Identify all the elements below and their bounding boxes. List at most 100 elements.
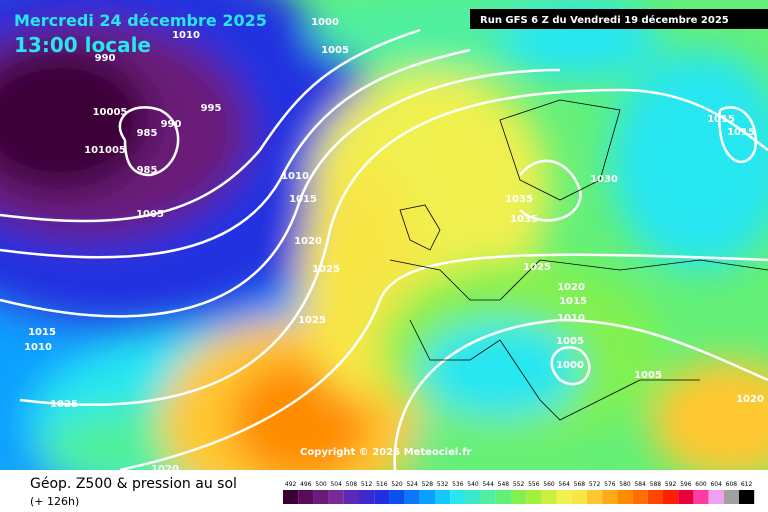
run-box <box>470 9 768 29</box>
legend-swatch <box>693 490 709 504</box>
isobar-label: 1020 <box>557 282 585 293</box>
legend-label: 552 <box>513 481 525 488</box>
legend-label: 548 <box>498 481 510 488</box>
isobar-label: 10005 <box>93 107 128 118</box>
forecast-date: Mercredi 24 décembre 2025 <box>14 11 267 30</box>
legend-swatch <box>632 490 648 504</box>
isobar-label: 985 <box>137 128 158 139</box>
isobar-label: 990 <box>161 119 182 130</box>
legend-swatch <box>343 490 359 504</box>
isobar-label: 985 <box>137 165 158 176</box>
legend-label: 532 <box>437 481 449 488</box>
run-info: Run GFS 6 Z du Vendredi 19 décembre 2025 <box>480 14 729 26</box>
legend-label: 500 <box>315 481 327 488</box>
legend-swatch <box>571 490 587 504</box>
legend-label: 600 <box>695 481 707 488</box>
isobar-label: 1035 <box>505 194 533 205</box>
isobar-label: 1010 <box>172 30 200 41</box>
isobar-label: 1025 <box>50 399 78 410</box>
isobar-label: 1000 <box>556 360 584 371</box>
isobar-label: 1025 <box>298 315 326 326</box>
legend-label: 584 <box>634 481 646 488</box>
legend-swatch <box>389 490 405 504</box>
legend-swatch <box>313 490 329 504</box>
legend-label: 520 <box>391 481 403 488</box>
legend-title: Géop. Z500 & pression au sol <box>30 476 237 492</box>
legend-label: 572 <box>589 481 601 488</box>
isobar-label: 1000 <box>311 17 339 28</box>
legend-swatch <box>328 490 344 504</box>
legend-swatch <box>647 490 663 504</box>
legend-label: 592 <box>665 481 677 488</box>
legend-swatch <box>556 490 572 504</box>
legend-label: 524 <box>406 481 418 488</box>
legend-label: 576 <box>604 481 616 488</box>
isobar-label: 1025 <box>523 262 551 273</box>
isobar-label: 1025 <box>312 264 340 275</box>
isobar-label: 1020 <box>736 394 764 405</box>
coastlines <box>389 99 768 421</box>
legend-scale: 492 496 500 504 508 512 516 520 524 528 532 536 540 5… <box>283 481 755 504</box>
legend-swatch <box>541 490 557 504</box>
legend-swatch <box>708 490 724 504</box>
legend-swatch <box>465 490 481 504</box>
legend-swatch <box>526 490 542 504</box>
legend-label: 604 <box>710 481 722 488</box>
legend-swatch <box>678 490 694 504</box>
isobar-label: 1020 <box>294 236 322 247</box>
legend-label: 568 <box>574 481 586 488</box>
isobar-label: 1010 <box>24 342 52 353</box>
isobar-label: 995 <box>201 103 222 114</box>
isobar-label: 1020 <box>151 464 179 475</box>
isobar-label: 1035 <box>510 214 538 225</box>
legend-label: 560 <box>543 481 555 488</box>
isobar-label: 1010 <box>557 313 585 324</box>
legend-label: 512 <box>361 481 373 488</box>
legend-label: 564 <box>558 481 570 488</box>
forecast-time: 13:00 locale <box>14 33 151 57</box>
legend-label: 508 <box>346 481 358 488</box>
legend-label: 528 <box>422 481 434 488</box>
legend-label: 516 <box>376 481 388 488</box>
isobar-label: 1015 <box>28 327 56 338</box>
legend-swatch <box>359 490 375 504</box>
legend-label: 612 <box>741 481 753 488</box>
isobar-label: 1005 <box>321 45 349 56</box>
isobar-label: 101005 <box>84 145 126 156</box>
legend-label: 588 <box>650 481 662 488</box>
legend-swatch <box>450 490 466 504</box>
legend-subtitle: (+ 126h) <box>30 495 79 508</box>
legend-label: 596 <box>680 481 692 488</box>
legend-swatch <box>587 490 603 504</box>
legend-label: 540 <box>467 481 479 488</box>
legend-swatch <box>404 490 420 504</box>
isobar-label: 1005 <box>634 370 662 381</box>
isobar-label: 1005 <box>136 209 164 220</box>
legend-label: 556 <box>528 481 540 488</box>
legend-swatch <box>617 490 633 504</box>
legend-swatch <box>663 490 679 504</box>
legend-swatch <box>480 490 496 504</box>
legend-label: 504 <box>330 481 342 488</box>
legend-label: 580 <box>619 481 631 488</box>
isobar-label: 1015 <box>289 194 317 205</box>
legend-swatch <box>374 490 390 504</box>
isobar-label: 1015 <box>559 296 587 307</box>
legend-label: 492 <box>285 481 297 488</box>
legend-swatch <box>435 490 451 504</box>
isobar-labels: 1000 1010 990 1005 995 990 985 985 10005… <box>24 17 764 475</box>
legend-swatch <box>511 490 527 504</box>
isobar-label: 990 <box>95 53 116 64</box>
legend-label: 608 <box>726 481 738 488</box>
isobars <box>0 28 768 472</box>
legend-swatch <box>419 490 435 504</box>
isobar-label: 1015 <box>727 127 755 138</box>
isobar-label: 1030 <box>590 174 618 185</box>
legend-swatch <box>602 490 618 504</box>
isobar-label: 1005 <box>556 336 584 347</box>
isobar-label: 1015 <box>707 114 735 125</box>
legend-swatch <box>298 490 314 504</box>
legend-label: 536 <box>452 481 464 488</box>
isobar-label: 1010 <box>281 171 309 182</box>
